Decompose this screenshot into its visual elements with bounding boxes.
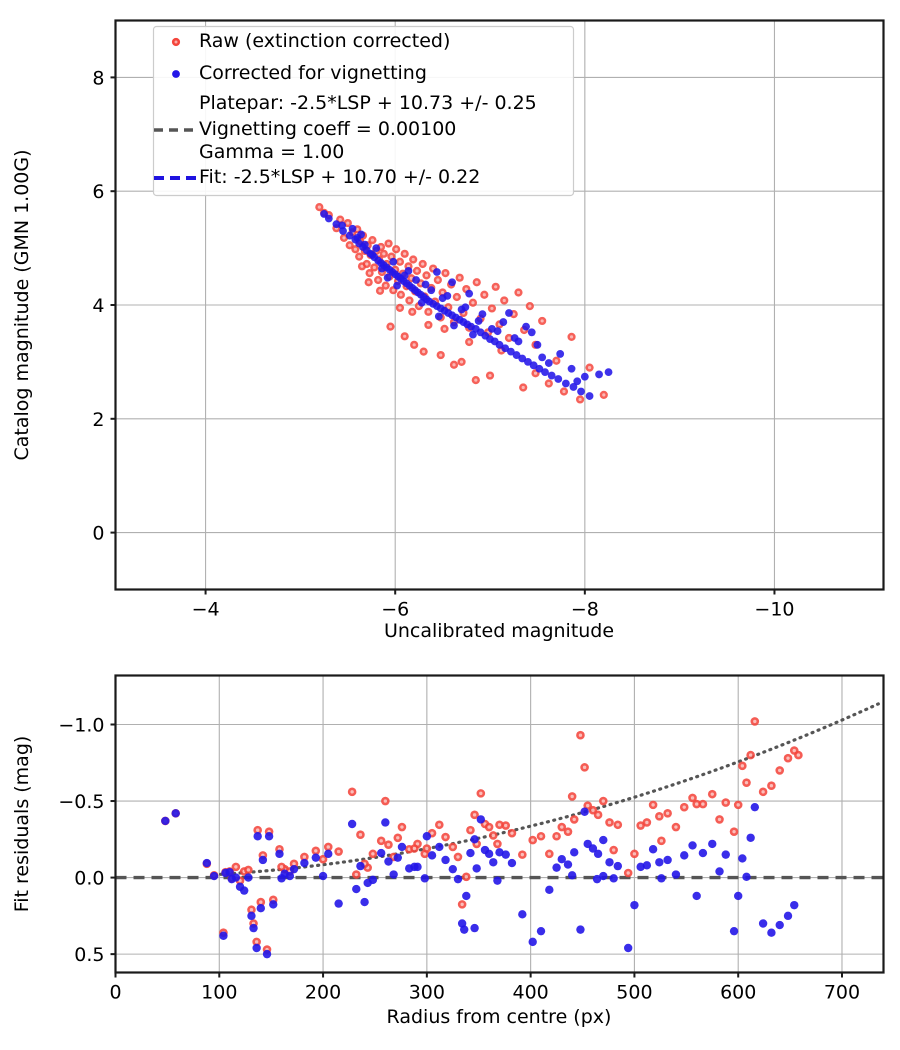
calibration-y-tick: 2 [92,409,104,431]
legend-entry-label: Fit: -2.5*LSP + 10.70 +/- 0.22 [199,166,480,188]
residuals-tick-labels: 0 100 200 300 400 500 600 700 0.5 0.0 −0.5 −1.0 [58,714,860,1003]
residuals-scatter-points [161,717,803,959]
residuals-x-tick: 100 [201,982,237,1004]
residuals-x-tick: 500 [616,982,652,1004]
legend-entry-label: Raw (extinction corrected) [199,30,450,52]
legend[interactable]: Raw (extinction corrected) Corrected for … [152,25,575,197]
residuals-axes-frame [114,674,885,974]
residuals-y-tick: 0.5 [74,944,104,966]
residuals-x-tick: 200 [305,982,341,1004]
residuals-x-tick: 600 [720,982,756,1004]
residuals-panel: 0 100 200 300 400 500 600 700 0.5 0.0 −0.5 −1.0 Rad… [11,674,885,1028]
calibration-y-tick: 0 [92,523,104,545]
calibration-tick-labels: −4 −6 −8 −10 0 2 4 6 8 [92,67,794,620]
calibration-y-tick: 8 [92,67,104,89]
residuals-x-axis-label: Radius from centre (px) [387,1006,612,1028]
legend-entry-label: Corrected for vignetting [199,62,427,84]
calibration-y-axis-label: Catalog magnitude (GMN 1.00G) [11,149,33,460]
calibration-y-tick: 4 [92,295,104,317]
legend-corrected-marker-icon [172,70,180,78]
calibration-tickmarks [110,76,776,595]
residuals-x-tick: 400 [513,982,549,1004]
calibration-scatter-points [315,203,613,404]
residuals-x-tick: 300 [409,982,445,1004]
residuals-x-tick: 700 [824,982,860,1004]
calibration-x-tick: −6 [381,599,409,621]
residuals-y-axis-label: Fit residuals (mag) [11,736,33,913]
legend-entry-label: Platepar: -2.5*LSP + 10.73 +/- 0.25 [199,92,537,114]
calibration-x-axis-label: Uncalibrated magnitude [384,620,614,642]
residuals-vignetting-curve [212,702,880,877]
calibration-y-tick: 6 [92,181,104,203]
residuals-y-tick: −0.5 [58,791,104,813]
residuals-y-tick: 0.0 [74,868,104,890]
calibration-x-tick: −4 [192,599,220,621]
residuals-y-tick: −1.0 [58,714,104,736]
legend-entries: Raw (extinction corrected) Corrected for … [154,30,537,188]
legend-entry-label: Gamma = 1.00 [199,141,344,163]
calibration-panel: −4 −6 −8 −10 0 2 4 6 8 Uncalibrated magnitude Ca… [11,19,885,642]
legend-background [152,25,575,197]
residuals-tickmarks [110,723,843,978]
calibration-x-tick: −8 [571,599,599,621]
calibration-x-tick: −10 [754,599,794,621]
legend-entry-label: Vignetting coeff = 0.00100 [199,118,456,140]
residuals-x-tick: 0 [109,982,121,1004]
